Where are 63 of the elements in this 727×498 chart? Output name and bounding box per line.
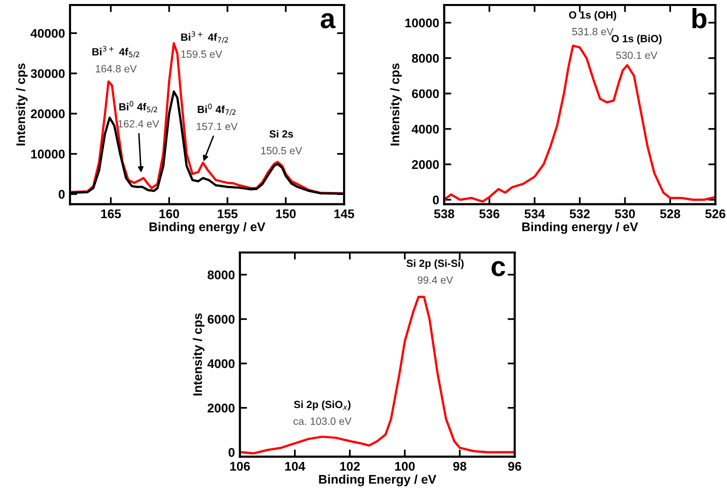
line-series	[444, 44, 716, 203]
y-tick-label: 0	[58, 190, 65, 199]
x-tick-label: 165	[101, 209, 121, 218]
x-tick-label: 150	[276, 209, 296, 218]
y-tick-label: 4000	[207, 359, 235, 368]
x-tick-label: 104	[285, 462, 306, 471]
y-tick-label: 10000	[31, 150, 65, 159]
y-tick-label: 0	[228, 448, 235, 457]
y-axis-title: Intensity / cps	[192, 313, 204, 396]
y-tick-label: 20000	[30, 109, 65, 118]
annotation: ca. 103.0 eV	[294, 418, 352, 425]
annotation: Bi$^{3+}$ 4f$_{5/2}$	[92, 46, 140, 58]
annotation: Si 2p (SiO$_{x}$)	[294, 400, 351, 410]
line-series	[240, 296, 515, 454]
x-tick-label: 145	[334, 210, 354, 218]
annotation: 157.1 eV	[196, 122, 238, 130]
x-tick-label: 160	[160, 209, 180, 218]
annotation: 99.4 eV	[418, 276, 454, 284]
annotation: b	[692, 8, 706, 28]
x-tick-label: 526	[705, 209, 726, 218]
annotation: 162.4 eV	[118, 120, 160, 128]
y-tick-label: 30000	[30, 69, 65, 78]
y-tick-label: 2000	[208, 404, 235, 412]
annotation: O 1s (OH)	[569, 10, 616, 21]
annotation: 159.5 eV	[181, 50, 222, 58]
x-tick-label: 528	[660, 209, 680, 218]
annotation: c	[492, 261, 506, 276]
annotation: O 1s (BiO)	[612, 34, 662, 44]
y-tick-label: 0	[432, 196, 439, 204]
y-tick-label: 6000	[412, 89, 439, 98]
x-tick-label: 96	[508, 462, 522, 471]
x-axis-title: Binding energy / eV	[150, 222, 266, 234]
x-tick-label: 106	[230, 462, 250, 471]
y-tick-label: 6000	[208, 314, 235, 324]
annotation: Bi$^{0}$ 4f$_{5/2}$	[119, 101, 158, 113]
annotation: a	[320, 13, 336, 28]
x-tick-label: 534	[524, 209, 545, 218]
y-tick-label: 40000	[30, 28, 65, 38]
x-tick-label: 530	[614, 209, 635, 218]
y-tick-label: 2000	[412, 160, 439, 169]
x-tick-label: 532	[570, 209, 590, 218]
annotation: 531.8 eV	[572, 28, 614, 36]
y-axis-title: Intensity / cps	[390, 63, 402, 146]
x-tick-label: 538	[434, 209, 454, 218]
x-tick-label: 100	[395, 462, 415, 471]
x-axis-title: Binding Energy / eV	[319, 474, 436, 486]
y-tick-label: 8000	[412, 54, 439, 63]
annotation: 164.8 eV	[96, 65, 137, 72]
annotation: 530.1 eV	[616, 52, 658, 59]
annotation: Si 2p (Si-Si)	[406, 259, 464, 270]
y-tick-label: 8000	[208, 270, 235, 280]
x-tick-label: 536	[479, 209, 500, 218]
annotation: 150.5 eV	[261, 146, 302, 154]
y-axis-title: Intensity / cps	[16, 63, 28, 146]
y-tick-label: 10000	[405, 18, 439, 28]
annotation: Si 2s	[269, 130, 294, 138]
annotation: Bi$^{0}$ 4f$_{7/2}$	[198, 104, 236, 116]
y-tick-label: 4000	[412, 124, 439, 134]
annotation: Bi$^{3+}$ 4f$_{7/2}$	[181, 31, 228, 44]
x-tick-label: 155	[218, 210, 238, 218]
x-axis-title: Binding energy / eV	[522, 222, 638, 234]
x-tick-label: 98	[453, 462, 466, 471]
x-tick-label: 102	[340, 462, 360, 471]
